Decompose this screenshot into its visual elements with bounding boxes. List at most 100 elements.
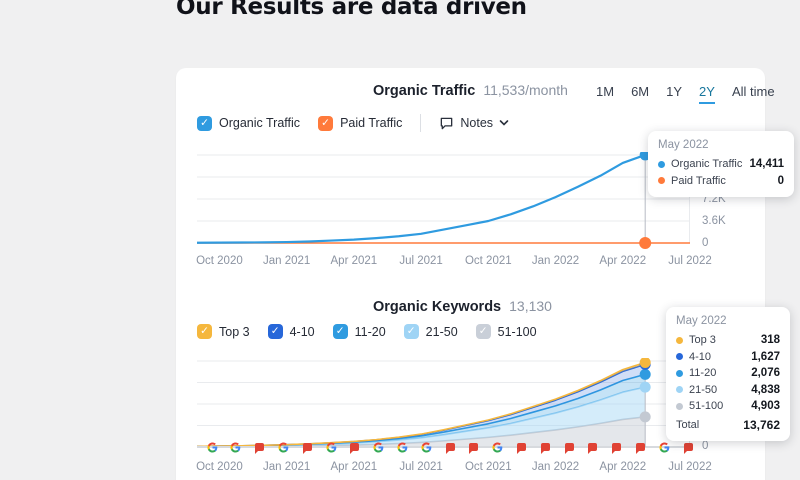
- series-dot-icon: [658, 177, 665, 185]
- google-update-icon[interactable]: [492, 441, 503, 453]
- note-flag-icon[interactable]: [587, 442, 598, 454]
- tooltip-total-row: Total 13,762: [676, 417, 780, 434]
- area-band-51-100: [197, 416, 646, 447]
- note-flag-icon[interactable]: [611, 442, 622, 454]
- tooltip-value: 4,903: [751, 400, 780, 413]
- series-dot-icon: [676, 386, 683, 394]
- legend-organic-traffic[interactable]: ✓ Organic Traffic: [197, 115, 301, 131]
- legend-label: Paid Traffic: [340, 116, 403, 130]
- series-dot-icon: [676, 336, 683, 344]
- x-axis-label: Oct 2020: [196, 255, 243, 267]
- note-flag-icon[interactable]: [683, 442, 694, 454]
- tooltip-label: Organic Traffic: [671, 158, 743, 171]
- checkbox-icon: ✓: [403, 324, 419, 339]
- organic-keywords-chart[interactable]: [197, 358, 690, 450]
- band-top-line-top-3: [197, 361, 646, 448]
- tooltip-organic-traffic: May 2022 Organic Traffic 14,411 Paid Traff…: [648, 131, 794, 197]
- tooltip-value: 2,076: [751, 367, 780, 380]
- tooltip-label: 11-20: [689, 367, 717, 380]
- organic-keywords-header: Organic Keywords 13,130: [373, 298, 552, 315]
- x-axis-label: Jul 2021: [399, 255, 443, 267]
- area-band-4-10: [197, 364, 646, 447]
- legend-label: 51-100: [497, 324, 537, 339]
- legend-label: Organic Traffic: [219, 116, 301, 130]
- series-dot-icon: [676, 402, 683, 410]
- legend-label: 21-50: [425, 324, 458, 339]
- notes-button[interactable]: Notes: [439, 116, 509, 131]
- legend-paid-traffic[interactable]: ✓ Paid Traffic: [318, 115, 403, 131]
- tooltip-row: 11-20 2,076: [676, 365, 780, 382]
- tooltip-label: 4-10: [689, 350, 712, 363]
- tooltip-row: 4-10 1,627: [676, 349, 780, 366]
- google-update-icon[interactable]: [659, 441, 670, 453]
- checkbox-icon: ✓: [332, 324, 348, 339]
- organic-traffic-title: Organic Traffic: [373, 83, 476, 99]
- legend-51-100[interactable]: ✓ 51-100: [475, 324, 537, 339]
- legend-4-10[interactable]: ✓ 4-10: [267, 324, 315, 339]
- legend-top-3[interactable]: ✓ Top 3: [197, 324, 250, 339]
- note-flag-icon[interactable]: [540, 442, 551, 454]
- traffic-legend: ✓ Organic Traffic ✓ Paid Traffic Notes: [197, 114, 509, 132]
- note-flag-icon[interactable]: [635, 442, 646, 454]
- time-range-selector: 1M 6M 1Y 2Y All time: [596, 84, 775, 104]
- hover-dot-11-20[interactable]: [639, 368, 651, 380]
- range-6m[interactable]: 6M: [631, 84, 650, 99]
- google-update-icon[interactable]: [278, 441, 289, 453]
- note-flag-icon[interactable]: [349, 442, 360, 454]
- hover-dot-51-100[interactable]: [639, 411, 651, 423]
- chevron-down-icon: [499, 120, 509, 126]
- google-update-icon[interactable]: [230, 441, 241, 453]
- google-update-icon[interactable]: [397, 441, 408, 453]
- speech-bubble-icon: [441, 117, 453, 129]
- range-1m[interactable]: 1M: [596, 84, 615, 99]
- note-flag-icon[interactable]: [445, 442, 456, 454]
- google-update-icon[interactable]: [325, 441, 337, 453]
- x-axis-label: Apr 2022: [599, 461, 647, 473]
- legend-21-50[interactable]: ✓ 21-50: [403, 324, 458, 339]
- note-flag-icon[interactable]: [468, 442, 479, 454]
- hover-dot-paid[interactable]: [639, 237, 652, 249]
- series-dot-icon: [676, 369, 683, 377]
- tooltip-label: 21-50: [689, 383, 718, 396]
- x-axis-label: Jul 2021: [399, 461, 443, 473]
- note-flag-icon[interactable]: [564, 442, 575, 454]
- y-axis-label: 3.6K: [702, 215, 726, 227]
- range-2y[interactable]: 2Y: [699, 84, 715, 104]
- legend-11-20[interactable]: ✓ 11-20: [332, 324, 386, 339]
- legend-label: 11-20: [354, 324, 386, 339]
- tooltip-value: 14,411: [749, 158, 784, 171]
- tooltip-label: Paid Traffic: [671, 174, 726, 187]
- google-update-icon[interactable]: [373, 441, 384, 453]
- tooltip-label: 51-100: [689, 400, 724, 413]
- organic-traffic-chart[interactable]: [197, 152, 690, 249]
- hover-dot-top-3[interactable]: [639, 358, 651, 368]
- y-axis-label: 0: [702, 237, 709, 249]
- tooltip-total-value: 13,762: [743, 417, 780, 432]
- hover-dot-21-50[interactable]: [639, 381, 651, 393]
- note-flag-icon[interactable]: [516, 442, 527, 454]
- x-axis-label: Apr 2021: [330, 461, 378, 473]
- tooltip-value: 1,627: [751, 350, 780, 363]
- google-update-icon[interactable]: [206, 441, 218, 453]
- note-flag-icon[interactable]: [302, 442, 313, 454]
- organic-traffic-value: 11,533/month: [483, 82, 568, 98]
- area-band-21-50: [197, 387, 646, 447]
- organic-traffic-line: [197, 153, 647, 244]
- range-all-time[interactable]: All time: [731, 84, 775, 99]
- hover-dot-organic[interactable]: [639, 152, 651, 161]
- tooltip-row: Top 3 318: [676, 332, 780, 349]
- google-update-icon[interactable]: [421, 441, 432, 453]
- divider: [420, 114, 422, 132]
- legend-label: Top 3: [219, 324, 250, 339]
- note-flag-icon[interactable]: [254, 442, 265, 454]
- x-axis-label: Jan 2021: [262, 461, 311, 473]
- x-axis-label: Oct 2021: [464, 461, 512, 473]
- range-1y[interactable]: 1Y: [666, 84, 683, 99]
- x-axis-label: Apr 2021: [330, 255, 378, 267]
- tooltip-row: 21-50 4,838: [676, 382, 780, 399]
- tooltip-value: 0: [777, 174, 784, 187]
- series-dot-icon: [658, 160, 665, 168]
- tooltip-value: 4,838: [751, 383, 780, 396]
- checkbox-icon: ✓: [318, 115, 334, 131]
- notes-label: Notes: [460, 116, 494, 130]
